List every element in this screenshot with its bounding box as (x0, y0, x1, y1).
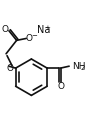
Text: −: − (31, 33, 37, 39)
Text: O: O (7, 64, 14, 73)
Text: O: O (26, 34, 33, 43)
Text: 2: 2 (81, 65, 85, 71)
Text: O: O (57, 82, 64, 91)
Text: O: O (2, 25, 9, 34)
Text: Na: Na (37, 25, 50, 35)
Text: NH: NH (72, 62, 86, 71)
Text: +: + (44, 25, 50, 31)
